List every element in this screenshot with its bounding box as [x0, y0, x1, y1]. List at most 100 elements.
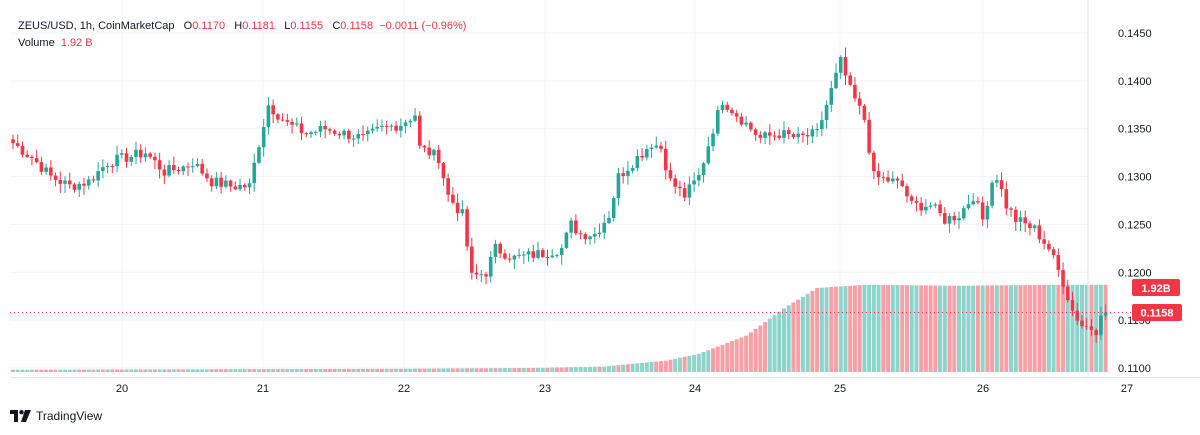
candle-body: [621, 173, 625, 176]
candle-body: [640, 156, 644, 158]
change-value: −0.0011 (−0.96%): [379, 20, 467, 32]
candle-body: [635, 156, 640, 168]
candle-body: [1004, 189, 1009, 209]
volume-bar: [540, 367, 545, 372]
candle-body: [280, 119, 285, 121]
volume-bar: [881, 284, 886, 372]
volume-bar: [502, 368, 507, 372]
candle-body: [763, 132, 767, 138]
candle-body: [895, 178, 900, 181]
candle-body: [1089, 326, 1094, 331]
candle-body: [195, 163, 200, 167]
candle-body: [943, 213, 947, 224]
candle-body: [1099, 315, 1103, 336]
volume-bar: [644, 362, 649, 372]
candle-body: [914, 200, 919, 203]
volume-bar: [465, 368, 470, 372]
candle-body: [545, 256, 550, 258]
candle-body: [219, 177, 223, 187]
tradingview-logo[interactable]: TradingView: [10, 409, 102, 423]
volume-bar: [848, 285, 853, 372]
symbol-info[interactable]: ZEUS/USD, 1h, CoinMarketCap: [18, 20, 175, 32]
volume-bar: [781, 308, 786, 372]
candle-body: [20, 145, 25, 155]
volume-label[interactable]: Volume: [18, 37, 55, 49]
price-tick-label: 0.1200: [1118, 267, 1152, 279]
candle-body: [134, 149, 138, 157]
volume-bar: [346, 368, 351, 372]
candle-body: [384, 125, 389, 127]
volume-bar: [86, 369, 91, 372]
candle-body: [479, 274, 484, 276]
candle-body: [862, 105, 867, 120]
volume-bar: [332, 368, 337, 372]
volume-bar: [1051, 284, 1056, 372]
time-tick-label: 20: [116, 383, 128, 395]
volume-bar: [545, 367, 550, 372]
candle-body: [200, 163, 204, 174]
candle-body: [266, 105, 271, 128]
candle-body: [734, 113, 739, 117]
candle-body: [569, 220, 573, 233]
volume-bar: [427, 368, 432, 372]
volume-bar: [441, 368, 446, 372]
candle-body: [261, 127, 266, 148]
volume-bar: [242, 369, 247, 372]
volume-bar: [290, 369, 295, 372]
candle-body: [309, 132, 313, 135]
candle-body: [673, 178, 677, 187]
volume-bar: [214, 369, 219, 372]
volume-bar: [573, 367, 578, 372]
volume-bar: [999, 285, 1004, 372]
volume-bar: [886, 285, 891, 372]
volume-bar: [413, 368, 418, 372]
candle-body: [872, 152, 876, 172]
candle-body: [129, 156, 134, 162]
volume-bar: [119, 369, 124, 372]
volume-bar: [455, 368, 460, 372]
volume-bar: [1018, 285, 1023, 372]
volume-bar: [181, 369, 186, 372]
candle-body: [626, 170, 630, 176]
volume-bar: [493, 368, 498, 372]
candlesticks: [11, 47, 1108, 343]
volume-bar: [370, 368, 375, 372]
candle-body: [181, 166, 186, 172]
volume-bar: [720, 344, 725, 372]
volume-bar: [767, 318, 772, 372]
volume-bar: [11, 369, 15, 372]
volume-bar: [313, 369, 318, 372]
candle-body: [465, 209, 469, 247]
candle-body: [67, 180, 72, 185]
volume-bar: [588, 366, 593, 372]
volume-bar: [512, 368, 517, 372]
time-tick-label: 21: [257, 383, 269, 395]
candle-body: [11, 139, 15, 144]
candle-body: [446, 178, 450, 195]
volume-bar: [351, 368, 356, 372]
candle-body: [470, 246, 474, 273]
candle-body: [304, 133, 309, 135]
volume-bar: [342, 368, 347, 372]
volume-bar: [805, 293, 810, 372]
volume-bar: [20, 369, 25, 372]
candle-body: [512, 255, 517, 260]
volume-bar: [711, 348, 716, 372]
volume-bar: [29, 369, 34, 372]
time-axis: 20 21 22 23 24 25 26 27: [116, 383, 1133, 395]
volume-bar: [129, 369, 134, 372]
candle-body: [749, 122, 753, 130]
candle-body: [555, 255, 559, 257]
candle-body: [881, 177, 886, 179]
candle-body: [540, 250, 545, 257]
candle-body: [564, 232, 569, 248]
volume-bar: [602, 366, 607, 372]
volume-bar: [403, 368, 408, 372]
volume-bar: [176, 369, 181, 372]
volume-bar: [621, 364, 626, 372]
volume-bar: [862, 284, 867, 372]
candle-body: [1080, 320, 1084, 327]
volume-bar: [985, 285, 990, 372]
candle-body: [772, 135, 777, 137]
